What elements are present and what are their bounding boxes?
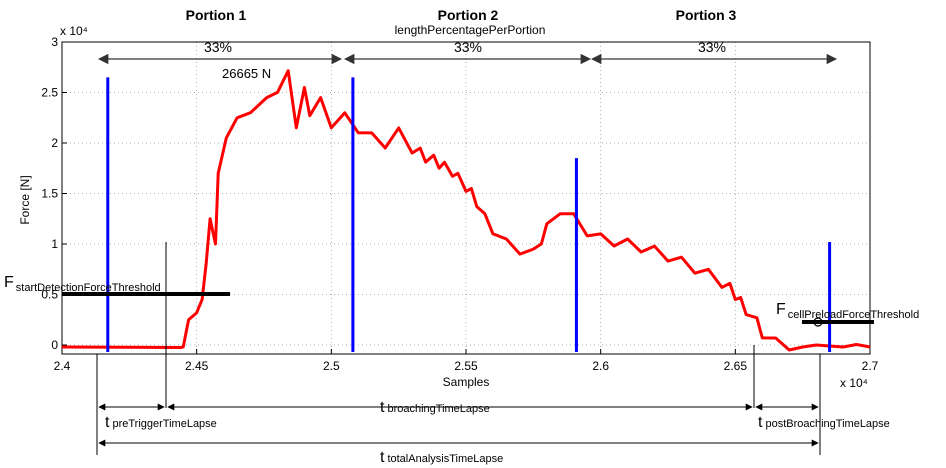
grid-lines: [61, 41, 871, 354]
y-tick-label: 2.5: [41, 86, 58, 100]
x-tick-label: 2.4: [54, 359, 71, 373]
y-tick-label: 3: [51, 35, 58, 49]
post-broaching-label: t postBroachingTimeLapse: [758, 414, 890, 431]
force-line: [61, 69, 871, 352]
y-axis-label: Force [N]: [18, 175, 32, 224]
x-tick-label: 2.5: [323, 359, 340, 373]
y-tick-label: 2: [51, 136, 58, 150]
portion-2-title: Portion 2: [438, 7, 499, 23]
portion-2-percentage: 33%: [454, 39, 482, 55]
x-tick-label: 2.6: [592, 359, 609, 373]
portion-1-title: Portion 1: [186, 7, 247, 23]
y-tick-label: 0: [51, 338, 58, 352]
portion-3-title: Portion 3: [676, 7, 737, 23]
force-series: [61, 69, 871, 352]
x-exponent-label: x 10⁴: [840, 376, 868, 390]
y-tick-label: 1: [51, 237, 58, 251]
x-axis-label: Samples: [443, 375, 490, 389]
axis-ticks: 2.4 2.45 2.5 2.55 2.6 2.65 2.7 0 0.5 1 1.5 2 2.5 3: [41, 35, 878, 373]
total-analysis-label: t totalAnalysisTimeLapse: [380, 449, 503, 466]
portion-markers: [106, 77, 832, 352]
pre-trigger-label: t preTriggerTimeLapse: [105, 414, 217, 431]
portion-1-percentage: 33%: [204, 39, 232, 55]
x-tick-label: 2.7: [862, 359, 879, 373]
y-tick-label: 0.5: [41, 288, 58, 302]
cell-preload-marker: [813, 317, 823, 327]
x-tick-label: 2.65: [724, 359, 748, 373]
x-tick-label: 2.45: [185, 359, 209, 373]
peak-force-label: 26665 N: [222, 66, 271, 81]
portion-3-percentage: 33%: [698, 39, 726, 55]
y-exponent-label: x 10⁴: [60, 24, 88, 38]
x-tick-label: 2.55: [454, 359, 478, 373]
broaching-label: t broachingTimeLapse: [380, 399, 490, 416]
y-tick-label: 1.5: [41, 187, 58, 201]
portion-caption: lengthPercentagePerPortion: [395, 23, 546, 37]
